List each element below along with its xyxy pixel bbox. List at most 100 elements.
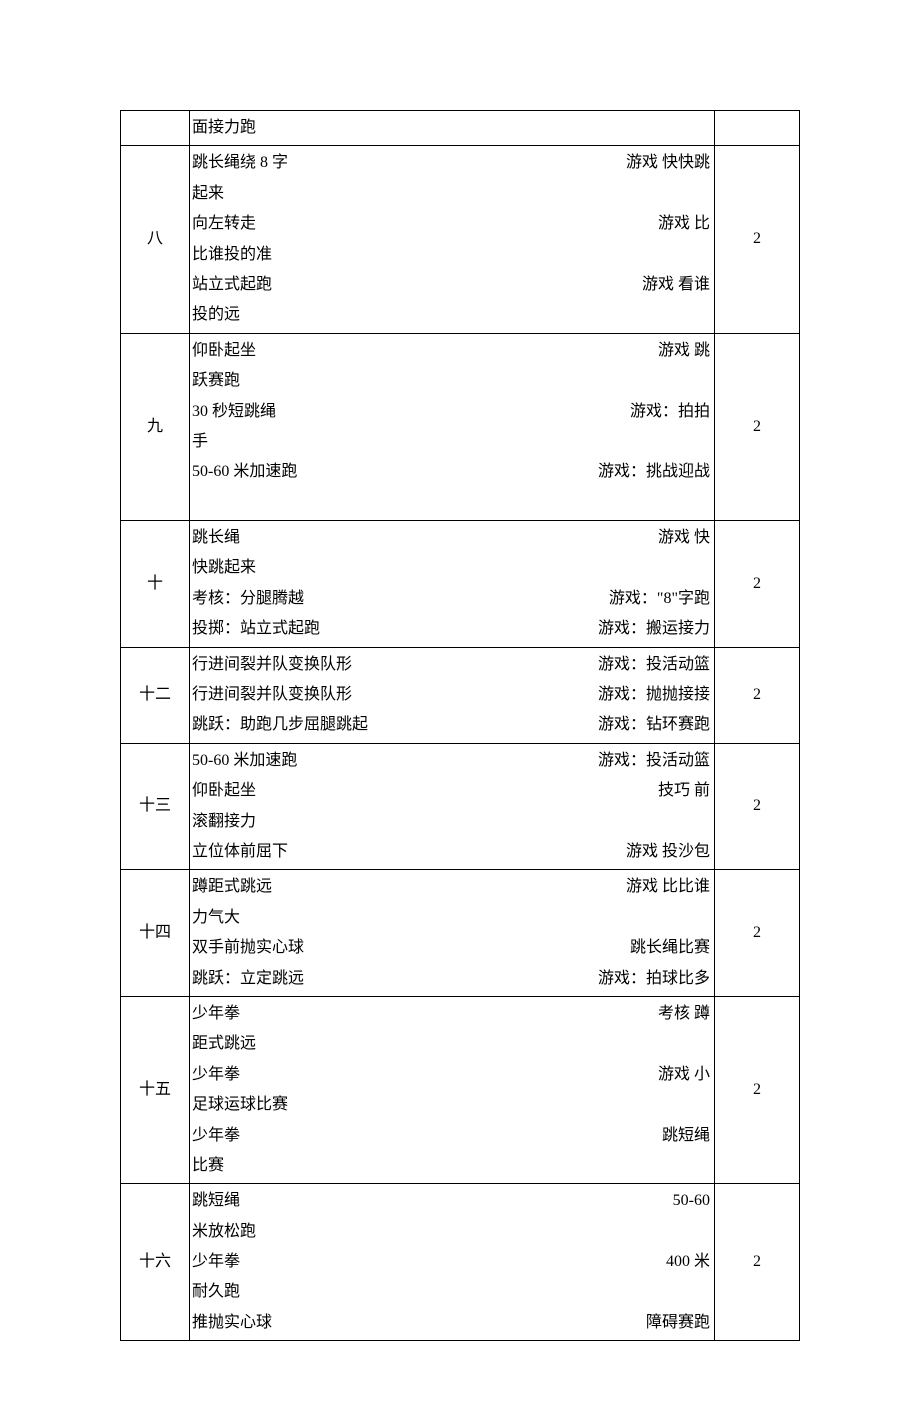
count-cell: 2 bbox=[715, 333, 800, 520]
week-cell: 十二 bbox=[121, 647, 190, 743]
table-row: 九仰卧起坐游戏 跳跃赛跑30 秒短跳绳游戏：拍拍手50-60 米加速跑游戏：挑战… bbox=[121, 333, 800, 520]
content-cell: 行进间裂并队变换队形游戏：投活动篮行进间裂并队变换队形游戏：抛抛接接跳跃：助跑几… bbox=[190, 647, 715, 743]
content-left: 推抛实心球 bbox=[192, 1308, 272, 1338]
table-row: 十二行进间裂并队变换队形游戏：投活动篮行进间裂并队变换队形游戏：抛抛接接跳跃：助… bbox=[121, 647, 800, 743]
content-left: 跳长绳绕 8 字 bbox=[192, 148, 288, 178]
content-line: 比赛 bbox=[192, 1151, 710, 1181]
content-right: 游戏：钻环赛跑 bbox=[598, 710, 710, 740]
content-cell: 跳长绳绕 8 字游戏 快快跳起来向左转走游戏 比比谁投的准站立式起跑游戏 看谁投… bbox=[190, 146, 715, 333]
content-left: 足球运球比赛 bbox=[192, 1090, 288, 1120]
content-line: 快跳起来 bbox=[192, 553, 710, 583]
content-left: 跳跃：立定跳远 bbox=[192, 964, 304, 994]
week-cell: 八 bbox=[121, 146, 190, 333]
content-line: 蹲距式跳远 游戏 比比谁 bbox=[192, 872, 710, 902]
content-left: 快跳起来 bbox=[192, 553, 256, 583]
content-left: 立位体前屈下 bbox=[192, 837, 288, 867]
week-cell: 十 bbox=[121, 521, 190, 648]
content-left: 向左转走 bbox=[192, 209, 256, 239]
content-left: 距式跳远 bbox=[192, 1029, 256, 1059]
content-line: 仰卧起坐 游戏 跳 bbox=[192, 336, 710, 366]
content-right: 游戏 快 bbox=[658, 523, 710, 553]
content-left: 双手前抛实心球 bbox=[192, 933, 304, 963]
content-line: 手 bbox=[192, 427, 710, 457]
content-right: 跳长绳比赛 bbox=[630, 933, 710, 963]
content-cell: 少年拳考核 蹲距式跳远少年拳游戏 小足球运球比赛少年拳 跳短绳比赛 bbox=[190, 996, 715, 1183]
content-left: 力气大 bbox=[192, 903, 240, 933]
table-row: 十三50-60 米加速跑 游戏：投活动篮仰卧起坐 技巧 前滚翻接力立位体前屈下 游戏 … bbox=[121, 743, 800, 870]
content-left: 面接力跑 bbox=[192, 113, 256, 143]
content-line: 50-60 米加速跑 游戏：投活动篮 bbox=[192, 746, 710, 776]
content-cell: 50-60 米加速跑 游戏：投活动篮仰卧起坐 技巧 前滚翻接力立位体前屈下 游戏 投沙… bbox=[190, 743, 715, 870]
content-left: 耐久跑 bbox=[192, 1277, 240, 1307]
content-line: 少年拳游戏 小 bbox=[192, 1060, 710, 1090]
content-left: 少年拳 bbox=[192, 1121, 240, 1151]
content-right: 技巧 前 bbox=[658, 776, 710, 806]
content-line: 考核：分腿腾越 游戏："8"字跑 bbox=[192, 584, 710, 614]
content-line: 少年拳考核 蹲 bbox=[192, 999, 710, 1029]
content-left: 仰卧起坐 bbox=[192, 776, 256, 806]
content-left: 考核：分腿腾越 bbox=[192, 584, 304, 614]
content-line: 站立式起跑游戏 看谁 bbox=[192, 270, 710, 300]
content-left bbox=[192, 488, 196, 518]
content-left: 蹲距式跳远 bbox=[192, 872, 272, 902]
content-left: 站立式起跑 bbox=[192, 270, 272, 300]
content-right: 游戏 比比谁 bbox=[626, 872, 710, 902]
content-left: 投的远 bbox=[192, 300, 240, 330]
week-cell: 十四 bbox=[121, 870, 190, 997]
content-left: 跃赛跑 bbox=[192, 366, 240, 396]
content-right: 障碍赛跑 bbox=[646, 1308, 710, 1338]
table-row: 面接力跑 bbox=[121, 111, 800, 146]
week-cell: 十六 bbox=[121, 1184, 190, 1341]
content-line: 投掷：站立式起跑 游戏：搬运接力 bbox=[192, 614, 710, 644]
content-right: 跳短绳 bbox=[662, 1121, 710, 1151]
content-left: 投掷：站立式起跑 bbox=[192, 614, 320, 644]
count-cell bbox=[715, 111, 800, 146]
content-right: 50-60 bbox=[673, 1186, 710, 1216]
content-line: 推抛实心球 障碍赛跑 bbox=[192, 1308, 710, 1338]
count-cell: 2 bbox=[715, 521, 800, 648]
content-right: 游戏 跳 bbox=[658, 336, 710, 366]
count-cell: 2 bbox=[715, 870, 800, 997]
content-cell: 面接力跑 bbox=[190, 111, 715, 146]
week-cell: 十三 bbox=[121, 743, 190, 870]
content-right: 游戏：搬运接力 bbox=[598, 614, 710, 644]
content-cell: 仰卧起坐游戏 跳跃赛跑30 秒短跳绳游戏：拍拍手50-60 米加速跑游戏：挑战迎… bbox=[190, 333, 715, 520]
content-line: 跳跃：立定跳远 游戏：拍球比多 bbox=[192, 964, 710, 994]
content-line: 30 秒短跳绳游戏：拍拍 bbox=[192, 397, 710, 427]
week-cell: 十五 bbox=[121, 996, 190, 1183]
content-right: 游戏：投活动篮 bbox=[598, 650, 710, 680]
content-left: 比谁投的准 bbox=[192, 240, 272, 270]
content-right: 游戏：投活动篮 bbox=[598, 746, 710, 776]
content-line: 距式跳远 bbox=[192, 1029, 710, 1059]
content-right: 游戏："8"字跑 bbox=[609, 584, 710, 614]
content-right: 游戏：拍球比多 bbox=[598, 964, 710, 994]
content-line: 足球运球比赛 bbox=[192, 1090, 710, 1120]
content-line: 跳短绳 50-60 bbox=[192, 1186, 710, 1216]
content-line: 滚翻接力 bbox=[192, 807, 710, 837]
content-line: 米放松跑 bbox=[192, 1217, 710, 1247]
content-left: 手 bbox=[192, 427, 208, 457]
content-left: 少年拳 bbox=[192, 1247, 240, 1277]
content-right: 游戏 投沙包 bbox=[626, 837, 710, 867]
content-left: 比赛 bbox=[192, 1151, 224, 1181]
content-right: 游戏 快快跳 bbox=[626, 148, 710, 178]
content-right: 400 米 bbox=[666, 1247, 710, 1277]
table-row: 十跳长绳游戏 快快跳起来考核：分腿腾越游戏："8"字跑投掷：站立式起跑游戏：搬运… bbox=[121, 521, 800, 648]
table-row: 十五少年拳考核 蹲距式跳远少年拳游戏 小足球运球比赛少年拳跳短绳比赛2 bbox=[121, 996, 800, 1183]
content-left: 50-60 米加速跑 bbox=[192, 746, 297, 776]
content-left: 起来 bbox=[192, 179, 224, 209]
content-line: 起来 bbox=[192, 179, 710, 209]
content-line: 少年拳 跳短绳 bbox=[192, 1121, 710, 1151]
table-row: 十四蹲距式跳远 游戏 比比谁力气大双手前抛实心球 跳长绳比赛跳跃：立定跳远 游戏：拍球… bbox=[121, 870, 800, 997]
content-line: 跳长绳绕 8 字 游戏 快快跳 bbox=[192, 148, 710, 178]
content-line: 行进间裂并队变换队形游戏：抛抛接接 bbox=[192, 680, 710, 710]
table-row: 八跳长绳绕 8 字游戏 快快跳起来向左转走游戏 比比谁投的准站立式起跑游戏 看谁… bbox=[121, 146, 800, 333]
content-left: 50-60 米加速跑 bbox=[192, 457, 297, 487]
content-left: 仰卧起坐 bbox=[192, 336, 256, 366]
content-right: 考核 蹲 bbox=[658, 999, 710, 1029]
content-left: 跳跃：助跑几步屈腿跳起 bbox=[192, 710, 368, 740]
content-left: 跳短绳 bbox=[192, 1186, 240, 1216]
content-line: 行进间裂并队变换队形游戏：投活动篮 bbox=[192, 650, 710, 680]
count-cell: 2 bbox=[715, 1184, 800, 1341]
content-line: 立位体前屈下 游戏 投沙包 bbox=[192, 837, 710, 867]
